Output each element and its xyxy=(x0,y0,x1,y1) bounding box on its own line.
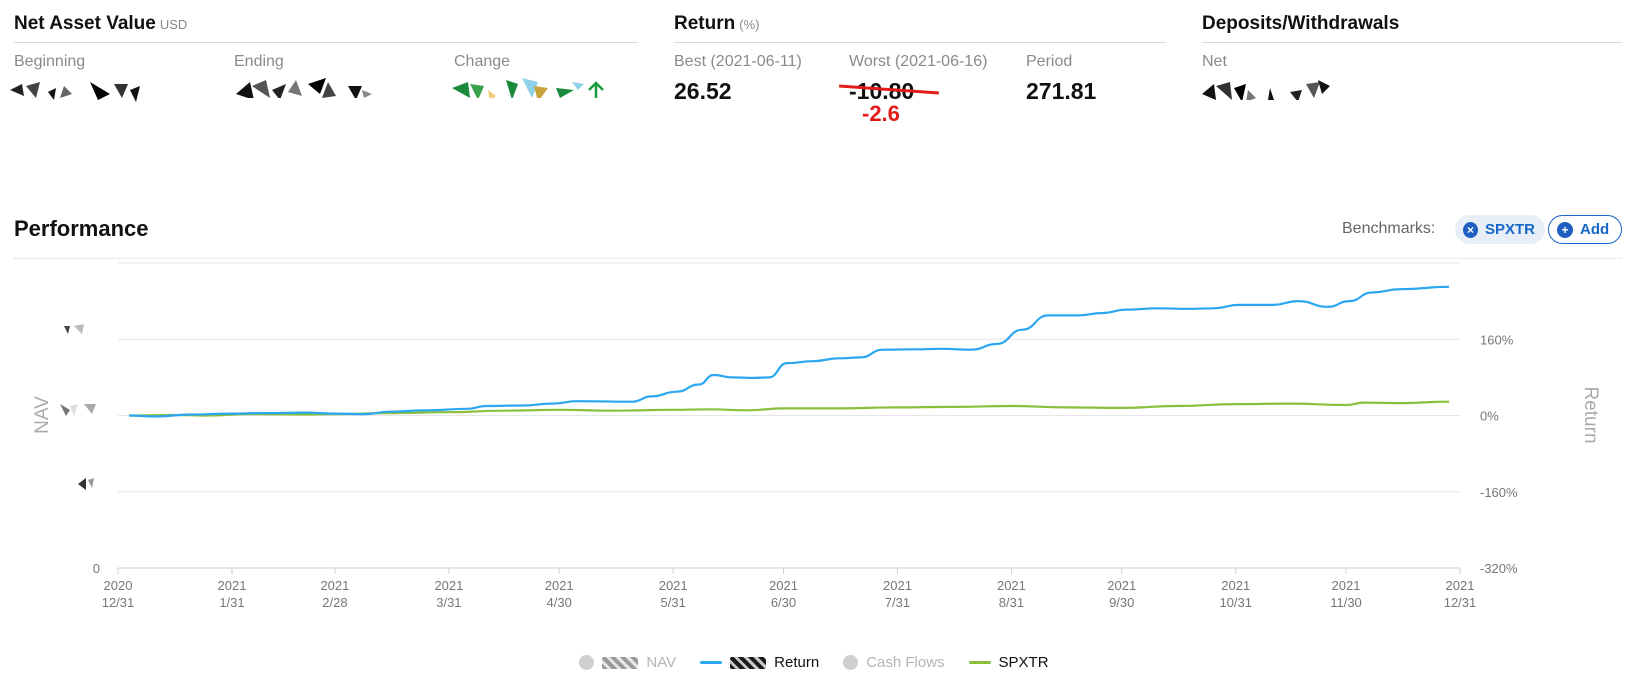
return-best-value: 26.52 xyxy=(674,78,732,104)
benchmarks-label: Benchmarks: xyxy=(1342,220,1436,237)
redacted-change-value xyxy=(452,78,604,98)
nav-title: Net Asset Value xyxy=(14,13,156,34)
x-tick-label-year: 2021 xyxy=(1332,578,1361,593)
legend-label-spxtr: SPXTR xyxy=(998,654,1049,671)
return-worst-correction: -2.6 xyxy=(862,101,900,126)
x-tick-label-year: 2021 xyxy=(883,578,912,593)
right-tick-label: -320% xyxy=(1480,561,1518,576)
x-tick-label-date: 10/31 xyxy=(1219,595,1252,610)
nav-ending-label: Ending xyxy=(234,53,284,70)
legend-item-return[interactable]: Return xyxy=(700,654,819,671)
x-tick-label-date: 12/31 xyxy=(102,595,135,610)
x-tick-label-date: 1/31 xyxy=(219,595,244,610)
add-benchmark-button[interactable]: + Add xyxy=(1548,215,1622,244)
legend-dot-icon xyxy=(843,655,859,670)
x-tick-label-date: 2/28 xyxy=(322,595,347,610)
performance-divider xyxy=(14,258,1622,259)
x-tick-label-date: 8/31 xyxy=(999,595,1024,610)
redacted-beginning-value xyxy=(10,82,140,102)
performance-chart[interactable]: 160% 0% -160% -320% 0 2020 12/31 2021 1/31 2021 2/… xyxy=(0,260,1628,650)
deposits-net-label: Net xyxy=(1202,53,1227,70)
x-tick-label-year: 2021 xyxy=(545,578,574,593)
x-tick-label-date: 6/30 xyxy=(771,595,796,610)
plus-circle-icon: + xyxy=(1557,221,1573,238)
x-tick-label-date: 9/30 xyxy=(1109,595,1134,610)
deposits-title: Deposits/Withdrawals xyxy=(1202,13,1400,34)
x-tick-label-date: 3/31 xyxy=(436,595,461,610)
legend-line-icon xyxy=(968,661,991,664)
x-tick-label-year: 2021 xyxy=(659,578,688,593)
benchmark-chip-spxtr[interactable]: × SPXTR xyxy=(1455,215,1545,244)
arrow-up-icon xyxy=(588,81,604,98)
redacted-net-value xyxy=(1202,80,1330,100)
legend-item-nav[interactable]: NAV xyxy=(579,654,676,671)
legend-dot-icon xyxy=(579,655,595,670)
right-tick-label: -160% xyxy=(1480,485,1518,500)
legend-label-cash-flows: Cash Flows xyxy=(866,654,945,671)
return-best-label: Best (2021-06-11) xyxy=(674,53,802,70)
legend-line-icon xyxy=(700,661,723,664)
x-tick-label-date: 5/31 xyxy=(661,595,686,610)
return-section-title: Return (%) xyxy=(674,13,759,35)
right-tick-label: 160% xyxy=(1480,332,1514,347)
redacted-ending-value xyxy=(236,78,372,98)
x-tick-label-year: 2021 xyxy=(997,578,1026,593)
chart-grid xyxy=(118,262,1460,569)
x-tick-label-year: 2021 xyxy=(434,578,463,593)
return-unit: (%) xyxy=(739,17,760,32)
x-tick-label-date: 11/30 xyxy=(1330,595,1362,610)
redacted-legend-prefix xyxy=(602,654,639,671)
right-axis-title: Return xyxy=(1580,386,1601,443)
nav-change-label: Change xyxy=(454,53,511,70)
nav-unit: USD xyxy=(159,17,188,32)
redacted-legend-prefix xyxy=(730,654,767,671)
chart-legend: NAV Return Cash Flows SPXTR xyxy=(0,654,1628,671)
legend-label-return: Return xyxy=(774,654,820,671)
legend-label-nav: NAV xyxy=(646,654,677,671)
return-period-label: Period xyxy=(1026,53,1073,70)
chart-series xyxy=(128,285,1450,418)
add-benchmark-label: Add xyxy=(1580,221,1610,238)
x-tick-label-date: 7/31 xyxy=(885,595,910,610)
return-title: Return xyxy=(674,13,736,34)
chart-ticks: 160% 0% -160% -320% 0 2020 12/31 2021 1/31 2021 2/… xyxy=(93,332,1518,610)
deposits-divider xyxy=(1202,42,1622,43)
return-worst-value-wrap: -10.80 xyxy=(839,78,939,105)
x-tick-label-year: 2021 xyxy=(1107,578,1136,593)
nav-section-title: Net Asset Value USD xyxy=(14,13,187,35)
x-tick-label-year: 2021 xyxy=(1221,578,1250,593)
x-tick-label-year: 2020 xyxy=(104,578,133,593)
x-tick-label-year: 2021 xyxy=(769,578,798,593)
x-tick-label-year: 2021 xyxy=(1446,578,1475,593)
legend-item-spxtr[interactable]: SPXTR xyxy=(968,654,1049,671)
nav-divider xyxy=(14,42,638,43)
close-circle-icon[interactable]: × xyxy=(1463,221,1478,238)
legend-item-cash-flows[interactable]: Cash Flows xyxy=(843,654,945,671)
left-axis-title: NAV xyxy=(32,396,53,434)
redacted-nav-ticks xyxy=(60,324,96,490)
x-tick-label-year: 2021 xyxy=(320,578,349,593)
right-tick-label: 0% xyxy=(1480,409,1499,424)
performance-title: Performance xyxy=(14,216,149,241)
x-tick-label-date: 12/31 xyxy=(1444,595,1477,610)
left-tick-label: 0 xyxy=(93,561,100,576)
return-divider xyxy=(674,42,1166,43)
return-period-value: 271.81 xyxy=(1026,78,1097,104)
x-tick-label-date: 4/30 xyxy=(547,595,572,610)
benchmark-chip-label: SPXTR xyxy=(1484,221,1535,238)
return-worst-label: Worst (2021-06-16) xyxy=(849,53,988,70)
series-line-return xyxy=(128,285,1450,418)
nav-beginning-label: Beginning xyxy=(14,53,86,70)
x-tick-label-year: 2021 xyxy=(218,578,247,593)
deposits-section-title: Deposits/Withdrawals xyxy=(1202,13,1399,35)
